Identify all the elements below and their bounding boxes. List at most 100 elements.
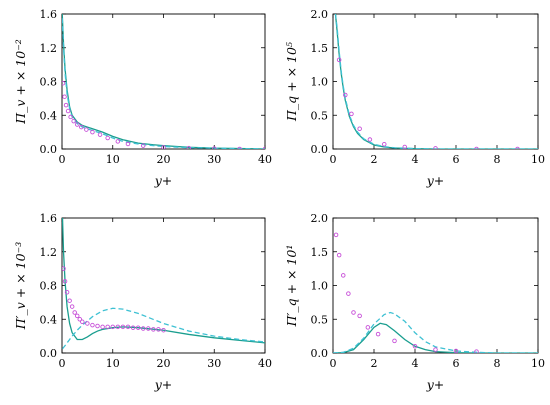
data-point-marker <box>351 310 356 315</box>
data-point-marker <box>333 232 339 238</box>
x-tick-label: 40 <box>258 153 272 166</box>
data-point-marker <box>156 327 161 332</box>
data-point-marker <box>63 102 69 108</box>
data-point-marker <box>130 325 136 330</box>
y-tick-label: 1.2 <box>40 246 58 259</box>
data-point-marker <box>71 118 76 124</box>
data-point-marker <box>85 321 90 326</box>
data-point-marker <box>62 279 68 284</box>
data-point-marker <box>79 124 84 130</box>
data-point-marker <box>146 326 151 331</box>
x-tick-label: 2 <box>371 357 378 370</box>
data-point-marker <box>135 325 141 330</box>
data-point-marker <box>367 137 373 142</box>
plot-frame <box>61 217 266 354</box>
data-point-marker <box>474 349 479 353</box>
data-point-marker <box>392 338 397 344</box>
data-point-marker <box>433 347 438 352</box>
data-point-marker <box>343 92 348 98</box>
data-point-marker <box>84 127 89 132</box>
y-tick-label: 0.8 <box>40 76 58 89</box>
data-point-marker <box>97 132 103 137</box>
x-tick-label: 2 <box>371 153 378 166</box>
y-tick-label: 1.5 <box>311 246 329 259</box>
x-tick-label: 10 <box>106 153 120 166</box>
y-tick-label: 0.0 <box>311 347 329 360</box>
data-point-marker <box>74 313 80 319</box>
x-axis-label: y+ <box>426 377 445 392</box>
data-point-marker <box>357 313 362 319</box>
x-tick-label: 30 <box>207 357 221 370</box>
data-point-marker <box>69 304 75 309</box>
x-tick-label: 6 <box>453 357 460 370</box>
data-point-marker <box>402 144 407 149</box>
data-point-marker <box>100 324 105 330</box>
y-tick-label: 0.4 <box>40 313 58 326</box>
solid-series-line <box>334 14 538 149</box>
data-point-marker <box>453 348 459 353</box>
series-group <box>333 232 538 353</box>
data-point-marker <box>105 135 110 141</box>
data-point-marker <box>346 291 351 296</box>
data-point-marker <box>382 142 387 147</box>
x-tick-label: 8 <box>494 357 501 370</box>
chart-panel-bottom-left: 0 10 20 30 40 0.0 0.4 0.8 1.2 1.6 y+ Π′_v + × 10⁻³ <box>13 212 272 392</box>
y-tick-label: 1.0 <box>311 280 329 293</box>
data-point-marker <box>212 146 217 149</box>
data-point-marker <box>341 273 346 278</box>
data-point-marker <box>161 327 166 333</box>
x-tick-label: 20 <box>157 153 171 166</box>
solid-series-line <box>62 14 265 149</box>
x-tick-label: 10 <box>531 357 545 370</box>
data-point-marker <box>474 146 479 149</box>
y-tick-label: 1.2 <box>40 42 58 55</box>
data-point-marker <box>515 146 520 149</box>
plot-frame <box>332 13 539 150</box>
data-point-marker <box>62 94 67 99</box>
y-tick-label: 1.0 <box>311 76 329 89</box>
y-tick-label: 0.0 <box>40 347 58 360</box>
y-tick-label: 2.0 <box>311 8 329 21</box>
solid-series-line <box>62 218 265 344</box>
y-axis-label: Π̅_v + × 10⁻² <box>13 39 28 125</box>
data-point-marker <box>105 324 110 330</box>
data-point-marker <box>336 252 342 258</box>
data-point-marker <box>110 324 115 330</box>
data-point-marker <box>67 298 72 303</box>
data-point-marker <box>140 326 146 331</box>
x-tick-label: 0 <box>59 357 66 370</box>
data-point-marker <box>77 317 83 322</box>
data-point-marker <box>365 325 371 330</box>
y-tick-label: 0.0 <box>40 143 58 156</box>
data-point-marker <box>115 139 121 144</box>
data-point-marker <box>151 327 156 332</box>
y-tick-label: 0.5 <box>311 313 329 326</box>
x-tick-label: 0 <box>330 357 337 370</box>
dashed-series-line <box>62 307 265 350</box>
data-point-marker <box>237 146 242 149</box>
x-tick-label: 0 <box>59 153 66 166</box>
y-tick-label: 1.6 <box>40 212 58 225</box>
data-point-marker <box>90 129 95 135</box>
data-point-marker <box>357 126 362 131</box>
data-point-marker <box>65 108 71 114</box>
y-tick-label: 1.6 <box>40 8 58 21</box>
y-axis-label: Π′_v + × 10⁻³ <box>13 242 28 330</box>
data-point-marker <box>412 344 418 349</box>
x-axis-label: y+ <box>154 173 173 188</box>
x-tick-label: 10 <box>531 153 545 166</box>
y-tick-label: 0.0 <box>311 143 329 156</box>
plot-frame <box>332 217 539 354</box>
data-point-marker <box>336 57 342 63</box>
data-point-marker <box>64 290 70 295</box>
data-point-marker <box>72 310 77 315</box>
x-tick-label: 40 <box>258 357 272 370</box>
x-axis-label: y+ <box>154 377 173 392</box>
data-point-marker <box>90 322 95 328</box>
y-tick-label: 0.4 <box>40 109 58 122</box>
data-point-marker <box>375 331 381 337</box>
data-point-marker <box>62 266 66 271</box>
dashed-series-line <box>62 18 265 149</box>
data-point-marker <box>80 319 85 325</box>
data-point-marker <box>125 324 131 330</box>
